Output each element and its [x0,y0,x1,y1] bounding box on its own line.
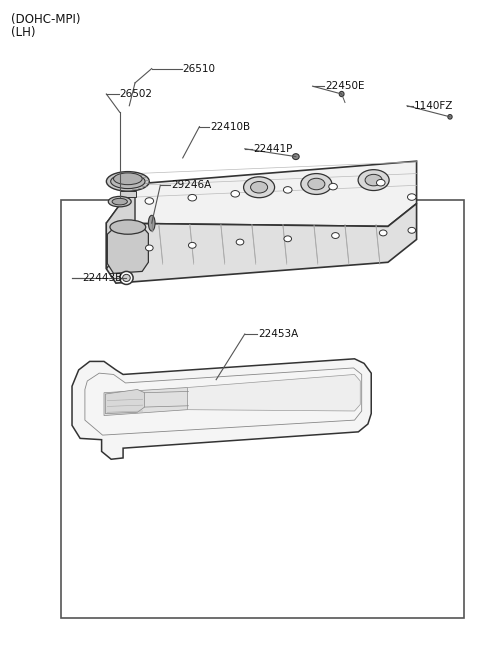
Ellipse shape [110,220,146,234]
Bar [61,200,464,618]
Ellipse shape [231,191,240,197]
Ellipse shape [329,183,337,190]
Polygon shape [188,375,360,411]
Polygon shape [72,359,371,459]
Ellipse shape [112,198,127,205]
Text: 29246A: 29246A [171,180,211,191]
Ellipse shape [145,245,153,251]
Ellipse shape [376,179,385,186]
Ellipse shape [308,178,325,190]
Ellipse shape [283,187,292,193]
Ellipse shape [448,115,452,119]
Text: 22410B: 22410B [210,122,251,132]
Ellipse shape [408,194,416,200]
Polygon shape [107,204,417,283]
Ellipse shape [301,174,332,195]
Ellipse shape [145,198,154,204]
Text: 22450E: 22450E [325,81,364,91]
Polygon shape [106,390,144,413]
Text: 26510: 26510 [183,64,216,73]
Ellipse shape [114,173,142,185]
Polygon shape [108,227,148,273]
Ellipse shape [292,154,299,160]
Text: 22441P: 22441P [253,144,293,154]
Ellipse shape [358,170,389,191]
Ellipse shape [108,196,131,207]
Ellipse shape [122,274,130,282]
Ellipse shape [332,233,339,238]
Ellipse shape [251,181,268,193]
Polygon shape [104,388,188,415]
Ellipse shape [284,236,291,242]
Ellipse shape [107,172,149,191]
Ellipse shape [365,174,382,186]
Polygon shape [107,184,135,269]
Ellipse shape [243,177,275,198]
Text: (DOHC-MPI): (DOHC-MPI) [11,13,81,26]
Ellipse shape [148,215,155,231]
Ellipse shape [111,174,145,189]
Text: (LH): (LH) [11,26,36,39]
Ellipse shape [236,239,244,245]
Text: 22443B: 22443B [83,273,123,283]
Ellipse shape [189,242,196,248]
Text: 22453A: 22453A [258,329,299,339]
Ellipse shape [120,271,133,284]
Ellipse shape [379,230,387,236]
Polygon shape [107,161,417,227]
Ellipse shape [339,92,344,97]
Ellipse shape [188,195,197,201]
Ellipse shape [408,227,416,233]
Text: 26502: 26502 [120,89,153,99]
Text: 1140FZ: 1140FZ [414,101,454,111]
Polygon shape [120,191,136,197]
